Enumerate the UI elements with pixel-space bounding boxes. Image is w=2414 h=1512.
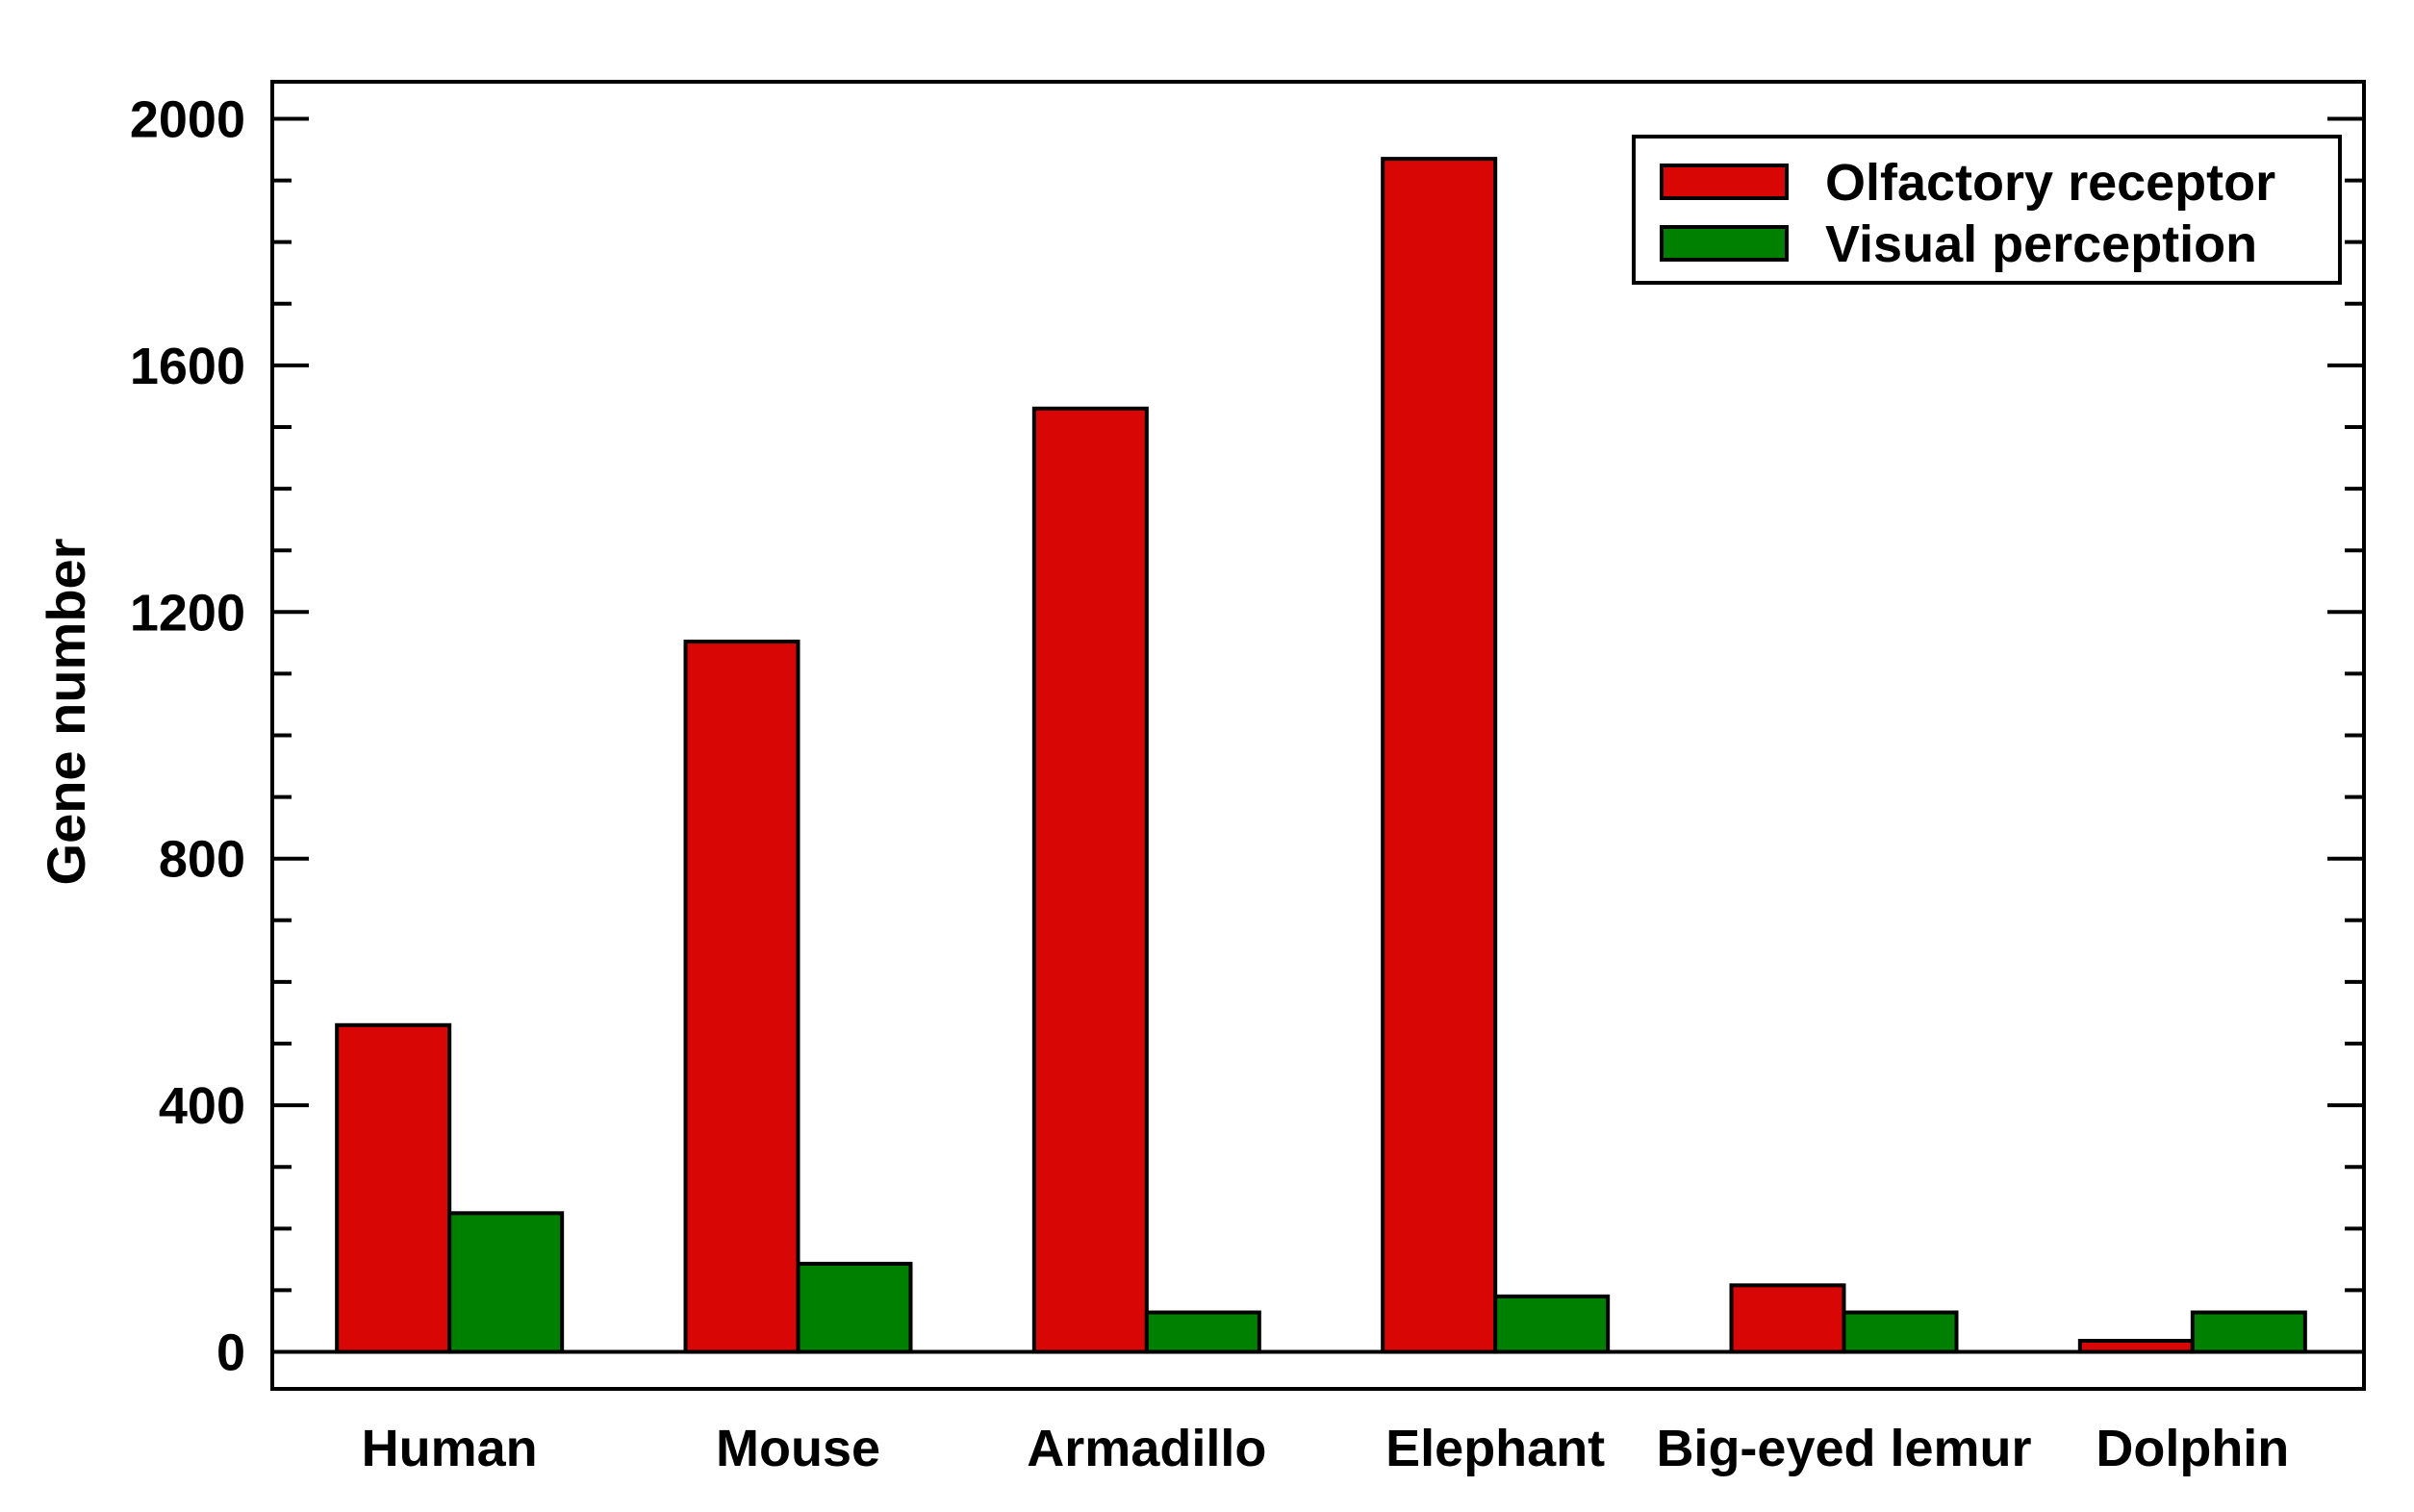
bar-visual-perception-mouse: [796, 1261, 913, 1354]
legend-swatch-visual-perception: [1660, 225, 1789, 262]
x-axis-tick-labels: Human Mouse Armadillo Elephant Big-eyed lemu…: [362, 1420, 2290, 1477]
y-tick-label: 1200: [130, 584, 245, 642]
x-tick-label-human: Human: [362, 1420, 538, 1477]
bar-olfactory-receptor-mouse: [683, 640, 800, 1354]
y-tick-label: 1600: [130, 338, 245, 395]
x-tick-label-dolphin: Dolphin: [2096, 1420, 2289, 1477]
bar-olfactory-receptor-human: [335, 1022, 452, 1354]
y-tick-label: 400: [159, 1077, 245, 1135]
bar-visual-perception-elephant: [1493, 1294, 1611, 1354]
bar-visual-perception-armadillo: [1144, 1310, 1261, 1354]
y-tick-label: 800: [159, 831, 245, 889]
y-tick-label: 2000: [130, 90, 245, 148]
x-tick-label-elephant: Elephant: [1385, 1420, 1605, 1477]
y-axis-label: Gene number: [36, 539, 96, 886]
legend: Olfactory receptor Visual perception: [1632, 135, 2342, 285]
y-axis-tick-labels: 0 400 800 1200 1600 2000: [130, 90, 245, 1381]
legend-swatch-olfactory-receptor: [1660, 164, 1789, 200]
y-tick-label: 0: [216, 1324, 245, 1382]
legend-label-visual-perception: Visual perception: [1825, 215, 2257, 273]
bar-olfactory-receptor-armadillo: [1031, 406, 1149, 1354]
bars: [272, 157, 2364, 1354]
bar-olfactory-receptor-big-eyed-lemur: [1729, 1283, 1846, 1354]
bar-visual-perception-dolphin: [2190, 1310, 2307, 1354]
x-tick-label-mouse: Mouse: [716, 1420, 880, 1477]
bar-visual-perception-human: [447, 1211, 565, 1354]
bar-visual-perception-big-eyed-lemur: [1842, 1310, 1959, 1354]
y-axis-ticks: [272, 116, 2364, 1354]
x-tick-label-big-eyed-lemur: Big-eyed lemur: [1656, 1420, 2031, 1477]
bar-olfactory-receptor-elephant: [1381, 157, 1498, 1354]
legend-label-olfactory-receptor: Olfactory receptor: [1825, 154, 2275, 212]
x-tick-label-armadillo: Armadillo: [1027, 1420, 1266, 1477]
